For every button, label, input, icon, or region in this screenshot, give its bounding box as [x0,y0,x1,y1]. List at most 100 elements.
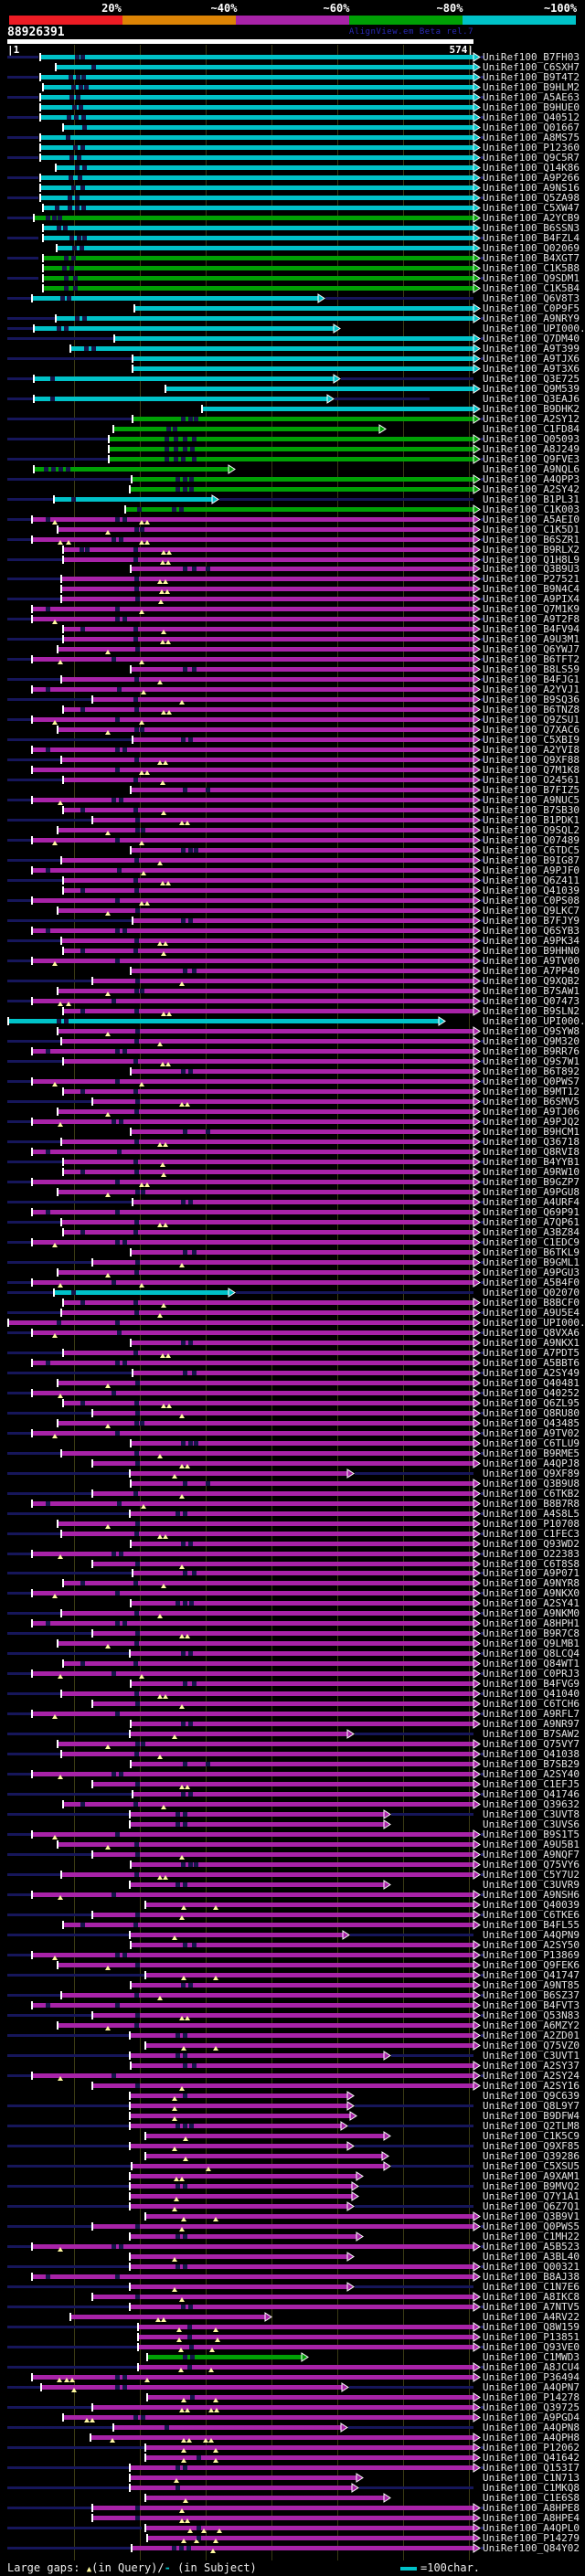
hit-bar[interactable] [131,2263,473,2269]
hit-label[interactable]: UniRef100_Q7XAC6 [483,724,580,737]
hit-bar[interactable] [33,2243,473,2249]
hit-label[interactable]: UniRef100_B7SB29 [483,1758,580,1771]
hit-bar[interactable] [132,1943,473,1948]
hit-bar[interactable] [41,185,473,190]
hit-bar[interactable] [131,486,473,492]
hit-label[interactable]: UniRef100_Q9SDM1 [483,271,580,284]
hit-label[interactable]: UniRef100_B6TKL9 [483,1246,580,1258]
hit-bar[interactable] [33,838,473,843]
hit-bar[interactable] [58,1521,473,1526]
hit-label[interactable]: UniRef100_C1MKQ8 [483,2481,580,2494]
hit-bar[interactable] [133,476,473,482]
hit-label[interactable]: UniRef100_Q9ZSU1 [483,714,580,726]
hit-bar[interactable] [64,707,473,713]
hit-label[interactable]: UniRef100_B9S1T5 [483,1829,580,1841]
hit-bar[interactable] [131,2304,473,2309]
hit-label[interactable]: UniRef100_A9T3X6 [483,362,580,375]
hit-bar[interactable] [93,2404,473,2410]
hit-bar[interactable] [33,1621,473,1627]
hit-bar[interactable] [131,1511,473,1516]
hit-label[interactable]: UniRef100_B9GML1 [483,1256,580,1268]
hit-bar[interactable] [64,1581,473,1586]
hit-bar[interactable] [114,2424,341,2430]
hit-label[interactable]: UniRef100_Q6Z7Q1 [483,2200,580,2212]
hit-bar[interactable] [33,295,318,301]
hit-bar[interactable] [57,315,473,321]
hit-bar[interactable] [131,2123,341,2128]
hit-label[interactable]: UniRef100_A2SY16 [483,2079,580,2092]
hit-label[interactable]: UniRef100_C6TKE6 [483,1909,580,1922]
hit-bar[interactable] [71,345,473,351]
hit-label[interactable]: UniRef100_B6SMV5 [483,1095,580,1108]
hit-bar[interactable] [93,1913,473,1918]
hit-bar[interactable] [58,1420,473,1426]
hit-label[interactable]: UniRef100_P12062 [483,2441,580,2454]
hit-bar[interactable] [64,546,473,552]
hit-label[interactable]: UniRef100_A4RV22 [483,2310,580,2323]
hit-label[interactable]: UniRef100_A9RFL7 [483,1708,580,1721]
hit-label[interactable]: UniRef100_C1MH22 [483,2230,580,2242]
hit-bar[interactable] [93,2294,473,2299]
hit-bar[interactable] [33,747,473,753]
hit-bar[interactable] [93,2083,473,2088]
hit-label[interactable]: UniRef100_Q9XF85 [483,2139,580,2152]
hit-bar[interactable] [93,1460,473,1466]
hit-bar[interactable] [132,1480,473,1486]
hit-bar[interactable] [131,2465,473,2470]
hit-label[interactable]: UniRef100_B9SLN2 [483,1005,580,1018]
hit-label[interactable]: UniRef100_B4FL55 [483,1919,580,1932]
hit-bar[interactable] [64,1059,473,1064]
hit-bar[interactable] [64,888,473,894]
hit-bar[interactable] [64,627,473,632]
hit-label[interactable]: UniRef100_Q5ZA98 [483,191,580,204]
hit-bar[interactable] [41,114,473,120]
hit-bar[interactable] [146,2153,382,2158]
hit-label[interactable]: UniRef100_Q40512 [483,111,580,123]
hit-label[interactable]: UniRef100_C0P9F5 [483,302,580,314]
hit-bar[interactable] [33,1330,473,1335]
hit-bar[interactable] [139,2344,473,2349]
hit-label[interactable]: UniRef100_P13851 [483,2330,580,2343]
hit-label[interactable]: UniRef100_A5BBT6 [483,1356,580,1369]
hit-bar[interactable] [146,2213,473,2219]
hit-label[interactable]: UniRef100_B9GZP7 [483,1175,580,1188]
hit-bar[interactable] [33,536,473,542]
hit-label[interactable]: UniRef100_A8J249 [483,442,580,455]
hit-bar[interactable] [62,1691,473,1697]
hit-bar[interactable] [110,436,473,441]
hit-bar[interactable] [64,1400,473,1405]
hit-bar[interactable] [33,798,473,803]
hit-label[interactable]: UniRef100_A9U5B1 [483,1839,580,1851]
hit-bar[interactable] [133,355,473,361]
hit-bar[interactable] [139,2324,473,2329]
hit-label[interactable]: UniRef100_B7FH03 [483,51,580,63]
hit-label[interactable]: UniRef100_Q36718 [483,1135,580,1148]
hit-label[interactable]: UniRef100_P12360 [483,141,580,154]
hit-bar[interactable] [57,164,473,170]
hit-label[interactable]: UniRef100_Q14K86 [483,161,580,174]
hit-label[interactable]: UniRef100_Q39725 [483,2401,580,2413]
hit-bar[interactable] [41,94,473,100]
hit-bar[interactable] [93,2505,473,2510]
hit-bar[interactable] [93,1701,473,1707]
hit-label[interactable]: UniRef100_B9DHK2 [483,402,580,415]
hit-label[interactable]: UniRef100_B9N4C4 [483,583,580,596]
hit-bar[interactable] [131,2053,384,2058]
hit-bar[interactable] [55,1289,229,1295]
hit-bar[interactable] [132,1129,473,1134]
hit-bar[interactable] [132,667,473,673]
hit-bar[interactable] [93,697,473,703]
hit-bar[interactable] [58,1269,473,1275]
hit-bar[interactable] [133,1370,473,1375]
hit-label[interactable]: UniRef100_A9NKX0 [483,1587,580,1600]
hit-bar[interactable] [131,1732,347,1737]
hit-label[interactable]: UniRef100_Q8RU80 [483,1406,580,1419]
hit-label[interactable]: UniRef100_A2YVI8 [483,744,580,757]
hit-label[interactable]: UniRef100_C6TCH6 [483,1698,580,1711]
hit-label[interactable]: UniRef100_Q9M539 [483,382,580,395]
hit-bar[interactable] [64,1088,473,1094]
hit-bar[interactable] [132,567,473,572]
hit-bar[interactable] [58,828,473,833]
hit-label[interactable]: UniRef100_Q6YWJ7 [483,643,580,656]
hit-label[interactable]: UniRef100_C1K003 [483,503,580,515]
